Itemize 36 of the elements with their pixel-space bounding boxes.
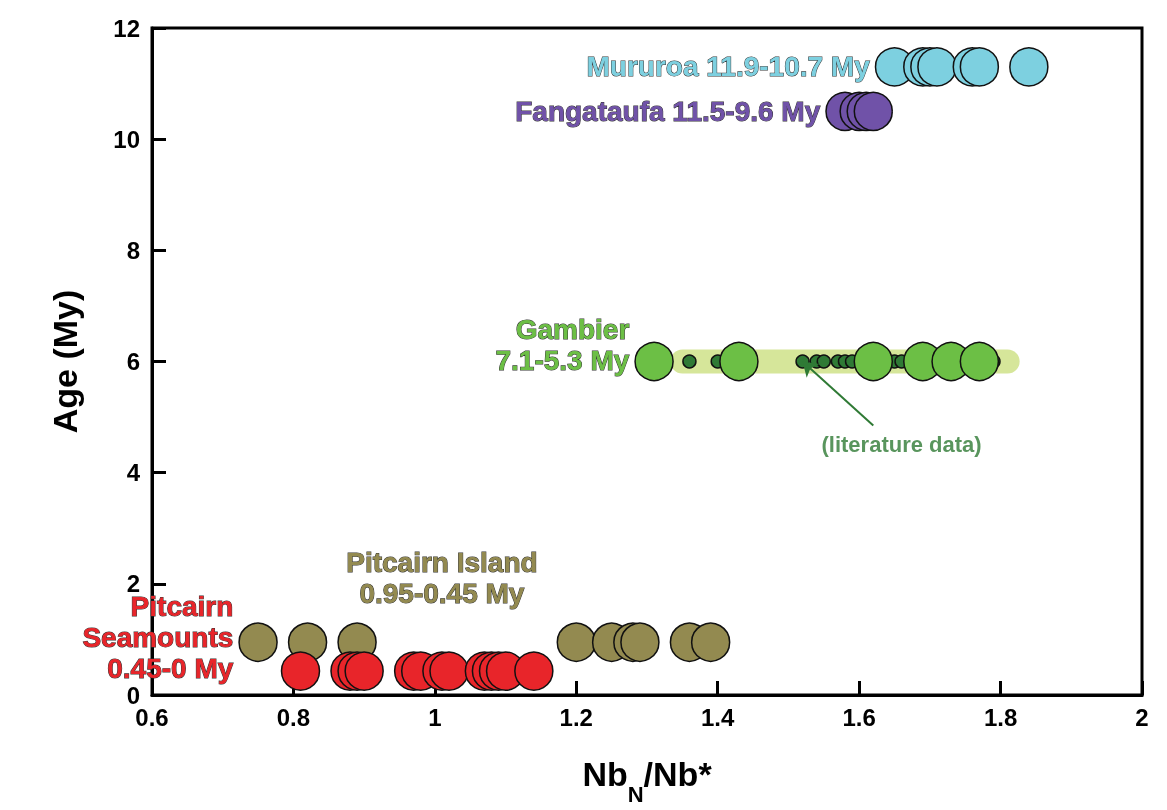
point xyxy=(816,354,832,369)
point xyxy=(853,91,894,132)
point xyxy=(514,651,554,691)
point xyxy=(1009,47,1049,87)
point xyxy=(853,341,894,382)
x-tick-label: 2 xyxy=(1135,703,1149,731)
point xyxy=(556,622,597,662)
point xyxy=(682,354,697,369)
x-tick-label: 1.6 xyxy=(842,703,876,731)
point xyxy=(238,622,278,662)
y-tick-label: 8 xyxy=(126,236,140,264)
point xyxy=(959,341,1000,382)
point xyxy=(344,651,384,691)
point xyxy=(620,622,660,662)
series-label: Mururoa 11.9-10.7 My xyxy=(586,51,871,83)
x-tick-label: 0.8 xyxy=(276,703,311,731)
point xyxy=(959,47,1000,87)
point xyxy=(280,651,321,691)
series-label: Pitcairn Island 0.95-0.45 My xyxy=(346,547,538,610)
series-label: Gambier 7.1-5.3 My xyxy=(495,313,630,376)
x-tick-label: 1.4 xyxy=(701,703,736,731)
annotation: (literature data) xyxy=(821,432,982,458)
y-tick-label: 10 xyxy=(113,125,140,153)
point xyxy=(429,651,469,691)
x-tick-label: 1 xyxy=(428,703,442,731)
y-axis-title: Age (My) xyxy=(46,289,84,434)
point xyxy=(690,622,731,662)
point xyxy=(917,47,957,87)
point xyxy=(719,341,759,382)
point xyxy=(634,341,674,382)
x-tick-label: 1.8 xyxy=(983,703,1018,731)
y-tick-label: 4 xyxy=(126,459,141,487)
series-label: Fangataufa 11.5-9.6 My xyxy=(515,95,821,127)
x-tick-label: 1.2 xyxy=(559,703,593,731)
y-tick-label: 6 xyxy=(126,348,140,375)
y-tick-label: 12 xyxy=(113,14,140,42)
